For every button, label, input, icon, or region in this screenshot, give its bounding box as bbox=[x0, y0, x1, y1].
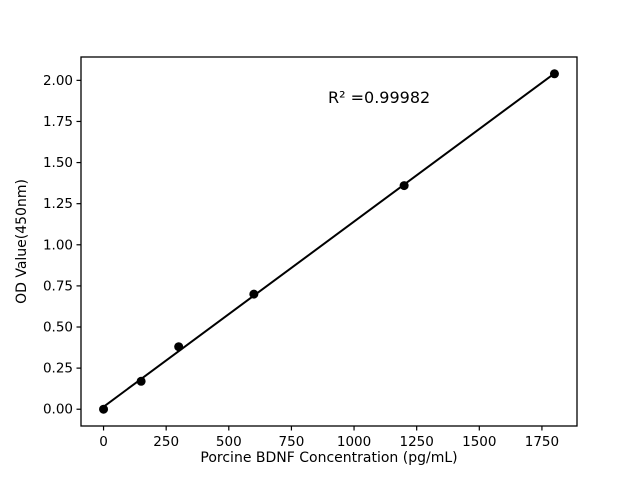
y-tick-label: 1.50 bbox=[43, 155, 73, 171]
data-point bbox=[399, 181, 409, 191]
plot-border bbox=[80, 56, 578, 427]
x-tick-label: 1500 bbox=[462, 434, 496, 450]
r-squared-annotation: R² =0.99982 bbox=[328, 88, 430, 107]
x-tick-label: 1750 bbox=[525, 434, 559, 450]
y-tick-label: 1.75 bbox=[43, 114, 73, 130]
data-point bbox=[174, 342, 184, 352]
data-point bbox=[99, 404, 109, 414]
y-tick-label: 2.00 bbox=[43, 73, 73, 89]
data-point bbox=[136, 376, 146, 386]
x-tick-label: 750 bbox=[279, 434, 305, 450]
axes-layer: 0 250 500 750 1000 1250 1500 1750 0.00 0.25 0.50 0.… bbox=[43, 56, 578, 450]
x-tick-label: 1000 bbox=[337, 434, 371, 450]
y-tick-label: 1.25 bbox=[43, 196, 73, 212]
y-tick-label: 0.25 bbox=[43, 361, 73, 377]
data-point bbox=[249, 289, 259, 299]
fit-line bbox=[102, 72, 556, 408]
x-tick-label: 250 bbox=[153, 434, 179, 450]
y-axis-label: OD Value(450nm) bbox=[14, 179, 30, 304]
data-layer bbox=[99, 69, 559, 414]
x-tick-label: 500 bbox=[216, 434, 242, 450]
y-tick-label: 0.00 bbox=[43, 402, 73, 418]
y-tick-label: 0.75 bbox=[43, 278, 73, 294]
x-tick-label: 1250 bbox=[399, 434, 433, 450]
y-tick-label: 0.50 bbox=[43, 320, 73, 336]
y-tick-label: 1.00 bbox=[43, 237, 73, 253]
x-axis-label: Porcine BDNF Concentration (pg/mL) bbox=[200, 450, 457, 466]
x-tick-label: 0 bbox=[99, 434, 108, 450]
data-point bbox=[549, 69, 559, 79]
